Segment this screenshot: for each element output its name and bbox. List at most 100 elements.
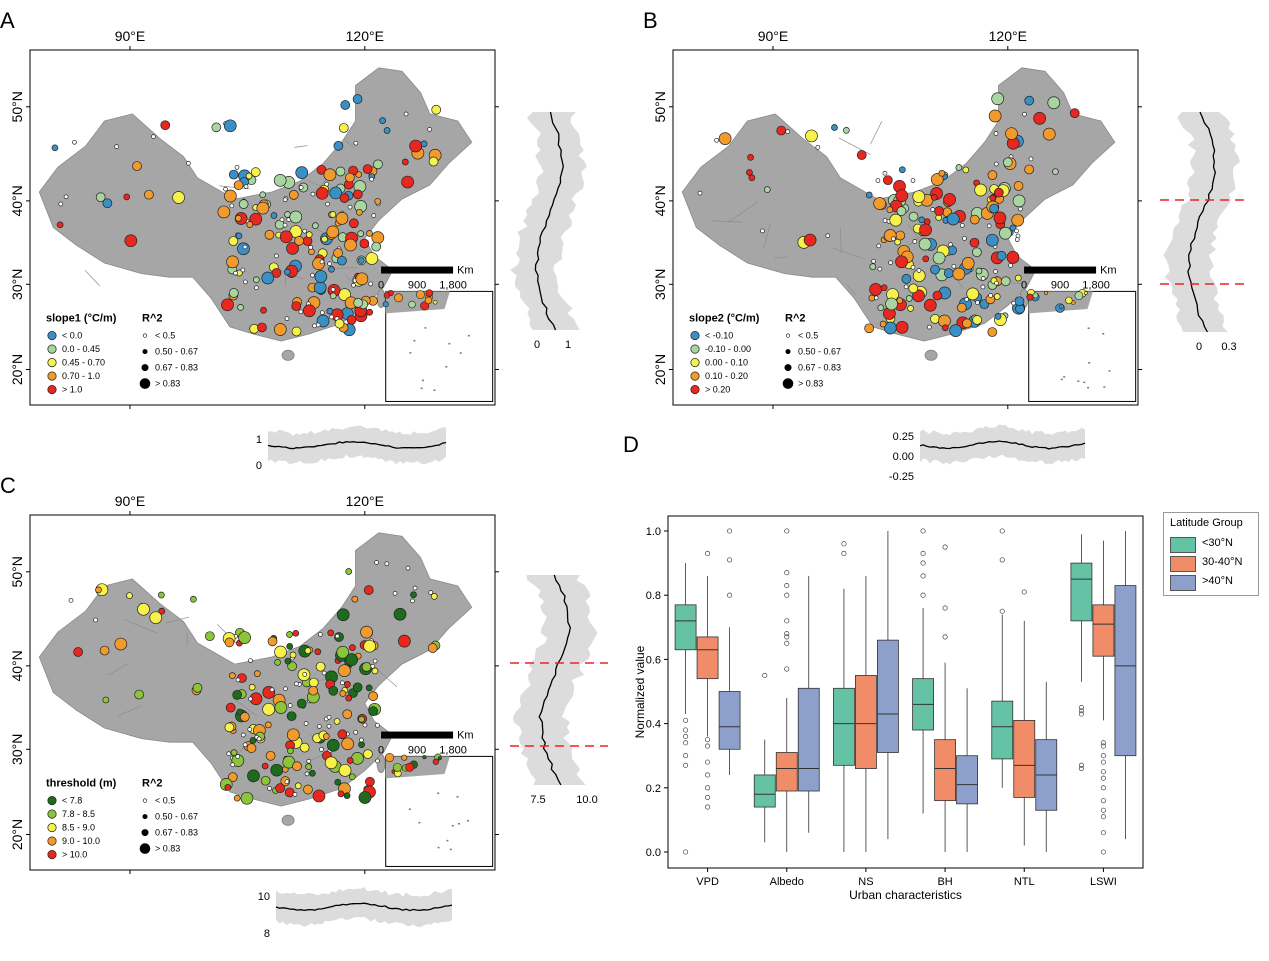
city-point: [299, 742, 310, 753]
city-point: [229, 672, 236, 679]
city-point: [248, 658, 253, 663]
city-point: [946, 212, 960, 226]
city-point: [291, 326, 302, 337]
city-point: [886, 206, 894, 214]
city-point: [392, 762, 402, 772]
city-point: [1028, 156, 1034, 162]
longitude-profile-a: 10: [256, 425, 447, 472]
city-point: [225, 702, 236, 713]
city-point: [864, 323, 874, 334]
city-point: [321, 670, 327, 676]
city-point: [964, 297, 970, 302]
city-point: [1047, 96, 1061, 110]
city-point: [270, 763, 284, 777]
outlier-point: [942, 634, 948, 640]
color-legend-swatch: [47, 358, 57, 368]
color-legend-swatch: [47, 836, 57, 846]
taiwan-island: [376, 754, 386, 773]
city-point: [172, 191, 185, 204]
profile-tick-label: 0: [534, 339, 540, 351]
city-point: [895, 189, 909, 203]
city-point: [919, 223, 932, 237]
city-point: [361, 662, 372, 672]
city-point: [362, 164, 373, 174]
legend-swatch: [1170, 575, 1196, 591]
city-point: [63, 194, 69, 200]
city-point: [295, 166, 309, 179]
city-point: [224, 189, 237, 203]
color-legend-swatch: [690, 344, 700, 354]
latitude-label: 50°N: [9, 556, 25, 587]
city-point: [347, 204, 353, 210]
map-panel-c: C 90°E 120°E 50°N 40°N 30°N 20°N Km 0 900 1,800 thr…: [0, 473, 499, 874]
city-point: [337, 255, 347, 266]
city-point: [371, 667, 379, 675]
inset-islet: [420, 387, 423, 390]
box: [956, 755, 978, 805]
city-point: [359, 737, 364, 743]
city-point: [95, 192, 106, 203]
size-legend-label: 0.67 - 0.83: [155, 363, 198, 373]
city-point: [1002, 157, 1013, 168]
city-point: [315, 661, 326, 672]
city-point: [409, 139, 423, 153]
city-point: [303, 304, 316, 318]
city-point: [284, 316, 290, 322]
legend-label: 30-40°N: [1202, 556, 1243, 568]
city-point: [283, 686, 288, 692]
city-point: [974, 183, 988, 197]
city-point: [351, 752, 364, 765]
city-point: [286, 728, 300, 742]
city-point: [991, 92, 1005, 106]
province-boundary: [846, 283, 856, 296]
city-point: [344, 238, 357, 252]
city-point: [284, 657, 292, 665]
profile-tick-label: 1: [565, 339, 571, 351]
city-point: [72, 139, 77, 145]
province-boundary: [711, 220, 743, 223]
city-point: [250, 167, 261, 177]
city-point: [326, 723, 332, 729]
city-point: [247, 727, 253, 732]
city-point: [292, 792, 298, 797]
color-legend-swatch: [47, 385, 57, 395]
outlier-point: [683, 717, 689, 723]
city-point: [333, 248, 343, 258]
city-point: [126, 592, 133, 599]
city-point: [308, 677, 319, 688]
city-point: [248, 696, 253, 702]
color-legend-label: 8.5 - 9.0: [62, 823, 95, 833]
profile-tick-label: 10.0: [576, 794, 597, 806]
outlier-point: [727, 592, 733, 598]
outlier-point: [920, 592, 926, 598]
profile-ribbon: [268, 425, 446, 465]
city-point: [102, 696, 110, 704]
box: [1092, 604, 1115, 657]
city-point: [856, 150, 867, 160]
size-legend-swatch: [142, 349, 148, 355]
profile-ribbon: [513, 575, 598, 785]
city-point: [374, 198, 382, 205]
inset-islet: [433, 389, 436, 391]
latitude-label: 30°N: [9, 269, 25, 300]
city-point: [134, 689, 144, 700]
profile-tick-label: 10: [258, 891, 270, 903]
city-point: [114, 637, 128, 651]
city-point: [246, 221, 254, 228]
size-legend-swatch: [142, 814, 148, 820]
city-point: [987, 327, 998, 337]
city-point: [392, 591, 398, 596]
city-point: [908, 283, 919, 294]
size-legend-label: < 0.5: [155, 331, 175, 341]
size-legend-label: 0.50 - 0.67: [155, 812, 198, 822]
city-point: [308, 685, 319, 696]
city-point: [247, 769, 260, 783]
outlier-point: [683, 727, 689, 733]
profile-line: [275, 902, 453, 912]
city-point: [284, 787, 295, 798]
city-point: [282, 222, 288, 228]
city-point: [384, 561, 390, 567]
city-point: [288, 190, 299, 200]
city-point: [312, 222, 319, 229]
city-point: [1032, 292, 1039, 299]
